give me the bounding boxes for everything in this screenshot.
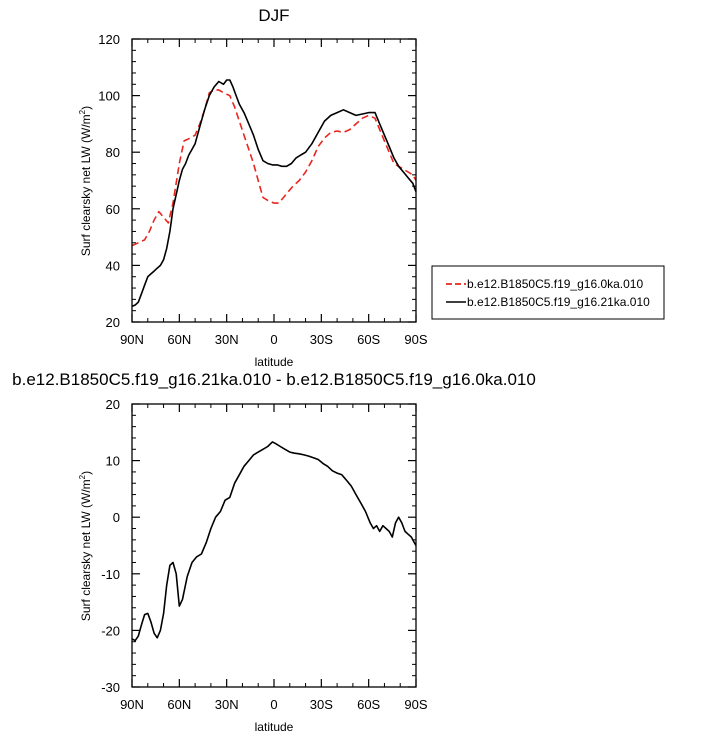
bottom-panel-plot-frame [131, 403, 417, 688]
top-panel-plot-frame [131, 38, 417, 323]
top-panel-series-line-1 [131, 79, 417, 308]
top-panel-y-tick-label-3: 80 [106, 145, 120, 160]
bottom-panel-y-axis-label-main: Surf clearsky net LW (W/m [79, 479, 93, 621]
bottom-panel-y-axis-label-superscript: 2 [78, 474, 87, 479]
bottom-panel-y-tick-label-2: -10 [101, 567, 120, 582]
top-panel-ticks: 90N 60N 30N 0 30S 60S 90S 20 40 60 80 100 120 [98, 32, 428, 347]
bottom-panel-y-axis-label: Surf clearsky net LW (W/m2) [78, 471, 93, 621]
top-panel-y-tick-label-2: 60 [106, 202, 120, 217]
top-panel-y-axis-label-main: Surf clearsky net LW (W/m [79, 114, 93, 256]
top-panel-y-axis-label-superscript: 2 [78, 109, 87, 114]
bottom-panel-y-axis-label-end: ) [79, 471, 93, 475]
top-panel-title: DJF [258, 6, 289, 25]
legend-label-0ka: b.e12.B1850C5.f19_g16.0ka.010 [467, 277, 643, 291]
bottom-panel-x-tick-label-1: 60N [167, 697, 191, 712]
bottom-panel-y-tick-label-3: 0 [113, 510, 120, 525]
bottom-panel-x-tick-label-6: 90S [404, 697, 427, 712]
bottom-panel-x-tick-label-2: 30N [215, 697, 239, 712]
legend-box [431, 265, 665, 320]
bottom-panel-x-axis-label: latitude [255, 720, 294, 734]
bottom-panel-y-tick-label-1: -20 [101, 623, 120, 638]
top-panel-y-tick-label-0: 20 [106, 315, 120, 330]
top-panel-series-layer [131, 79, 417, 308]
top-panel-y-tick-label-4: 100 [98, 89, 120, 104]
top-panel-series-line-0 [131, 89, 417, 247]
bottom-panel-y-tick-label-4: 10 [106, 454, 120, 469]
bottom-panel-series-layer [131, 441, 417, 642]
bottom-panel-x-tick-label-3: 0 [270, 697, 277, 712]
top-panel-y-tick-label-1: 40 [106, 258, 120, 273]
bottom-panel-series-line-0 [131, 441, 417, 642]
bottom-panel-x-tick-label-5: 60S [357, 697, 380, 712]
bottom-panel: b.e12.B1850C5.f19_g16.21ka.010 - b.e12.B… [12, 370, 536, 734]
top-panel-x-tick-label-5: 60S [357, 332, 380, 347]
top-panel-x-tick-label-4: 30S [310, 332, 333, 347]
top-panel-y-axis-label-end: ) [79, 106, 93, 110]
bottom-panel-x-tick-label-0: 90N [120, 697, 144, 712]
top-panel-x-tick-label-2: 30N [215, 332, 239, 347]
bottom-panel-title: b.e12.B1850C5.f19_g16.21ka.010 - b.e12.B… [12, 370, 536, 389]
top-panel-x-axis-label: latitude [255, 355, 294, 369]
bottom-panel-y-tick-label-0: -30 [101, 680, 120, 695]
top-panel-x-tick-label-6: 90S [404, 332, 427, 347]
top-panel-y-tick-label-5: 120 [98, 32, 120, 47]
top-panel-x-tick-label-3: 0 [270, 332, 277, 347]
legend-label-21ka: b.e12.B1850C5.f19_g16.21ka.010 [467, 295, 650, 309]
top-panel-x-tick-label-1: 60N [167, 332, 191, 347]
bottom-panel-x-tick-label-4: 30S [310, 697, 333, 712]
top-panel-y-axis-label: Surf clearsky net LW (W/m2) [78, 106, 93, 256]
bottom-panel-ticks: 90N 60N 30N 0 30S 60S 90S -30 -20 -10 0 10 20 [101, 397, 428, 712]
top-panel: DJF 90N 60N 30N 0 30S 60S 90S 20 40 60 80 100 120 la… [78, 6, 428, 369]
legend: b.e12.B1850C5.f19_g16.0ka.010 b.e12.B185… [431, 265, 665, 320]
bottom-panel-y-tick-label-5: 20 [106, 397, 120, 412]
top-panel-x-tick-label-0: 90N [120, 332, 144, 347]
